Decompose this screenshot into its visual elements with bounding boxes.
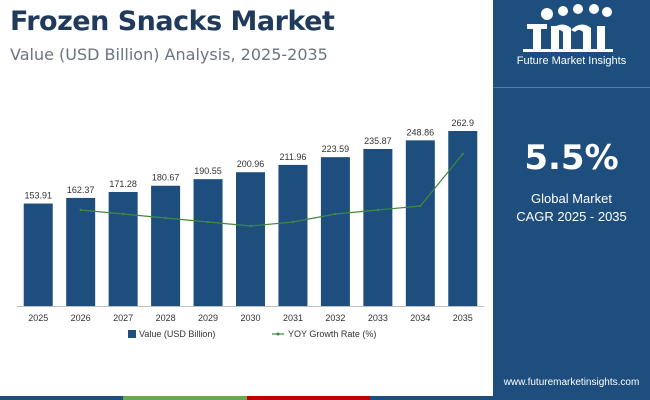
x-tick-label: 2033: [368, 313, 388, 323]
bar: [278, 164, 308, 306]
bar: [363, 148, 393, 306]
x-tick-label: 2027: [113, 313, 133, 323]
yoy-point: [376, 208, 380, 212]
yoy-point: [291, 220, 295, 224]
x-tick-label: 2026: [71, 313, 91, 323]
bar: [236, 172, 265, 306]
bar: [66, 197, 96, 306]
bar: [23, 203, 53, 306]
bar-data-label: 223.59: [322, 144, 350, 154]
bar-data-label: 190.55: [194, 166, 222, 176]
bar: [108, 191, 138, 306]
bar-data-label: 248.86: [407, 127, 435, 137]
bar-data-label: 235.87: [364, 136, 392, 146]
legend-swatch-bars: [128, 330, 136, 338]
x-tick-label: 2035: [453, 313, 473, 323]
bottom-color-bar: [0, 396, 493, 400]
panel-divider: [493, 87, 650, 88]
legend-label-bars: Value (USD Billion): [139, 329, 215, 339]
yoy-point: [461, 152, 464, 156]
yoy-point: [419, 204, 422, 208]
bar: [405, 140, 435, 306]
bottom-bar-segment: [246, 396, 370, 400]
yoy-point: [121, 212, 125, 216]
cagr-label: Global Market CAGR 2025 - 2035: [493, 190, 650, 226]
bar-data-label: 171.28: [109, 179, 137, 189]
x-tick-label: 2028: [156, 313, 176, 323]
x-tick-label: 2031: [283, 313, 303, 323]
bottom-bar-segment: [123, 396, 247, 400]
yoy-point: [249, 224, 252, 228]
logo-text: Future Market Insights: [516, 55, 627, 67]
cagr-label-line1: Global Market: [531, 191, 612, 206]
page-subtitle: Value (USD Billion) Analysis, 2025-2035: [10, 45, 328, 64]
x-tick-label: 2030: [240, 313, 260, 323]
x-tick-label: 2032: [325, 313, 345, 323]
side-panel: Future Market Insights 5.5% Global Marke…: [493, 0, 650, 400]
bar: [193, 179, 223, 306]
cagr-label-line2: CAGR 2025 - 2035: [516, 209, 627, 224]
legend-label-line: YOY Growth Rate (%): [288, 329, 376, 339]
bar-data-label: 200.96: [237, 159, 265, 169]
yoy-growth-line: [80, 153, 464, 227]
bar-data-label: 180.67: [152, 173, 180, 183]
bar-data-label: 153.91: [24, 191, 52, 201]
x-tick-label: 2025: [28, 313, 48, 323]
yoy-point: [334, 212, 337, 216]
page-title: Frozen Snacks Market: [10, 6, 335, 37]
yoy-point: [206, 220, 210, 224]
legend-swatch-point: [276, 332, 280, 336]
bottom-bar-segment: [369, 396, 493, 400]
cagr-value: 5.5%: [524, 138, 619, 178]
website-link[interactable]: www.futuremarketinsights.com: [503, 377, 640, 388]
bar: [320, 157, 350, 306]
yoy-point: [164, 216, 167, 220]
bar-line-chart: 153.91 2025 162.37 2026 171.28 2027 180.67 2028…: [17, 118, 484, 339]
yoy-point: [79, 208, 82, 212]
bar: [448, 131, 478, 306]
bottom-bar-segment: [0, 396, 124, 400]
fmi-logo-icon: [523, 4, 613, 52]
x-tick-label: 2034: [410, 313, 430, 323]
bar-data-label: 211.96: [280, 152, 307, 162]
bar-data-label: 162.37: [67, 185, 95, 195]
x-tick-label: 2029: [198, 313, 218, 323]
bar: [151, 185, 181, 306]
bar-data-label: 262.9: [452, 118, 475, 128]
